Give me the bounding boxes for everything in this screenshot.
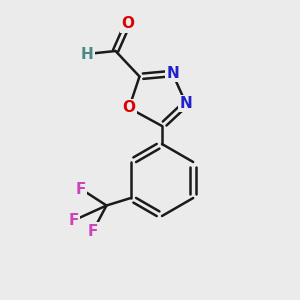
Text: O: O — [121, 16, 134, 32]
Text: H: H — [81, 46, 93, 62]
Text: O: O — [122, 100, 136, 116]
Text: F: F — [68, 213, 79, 228]
Text: F: F — [88, 224, 98, 238]
Text: F: F — [76, 182, 86, 196]
Text: N: N — [166, 66, 179, 81]
Text: N: N — [180, 96, 192, 111]
